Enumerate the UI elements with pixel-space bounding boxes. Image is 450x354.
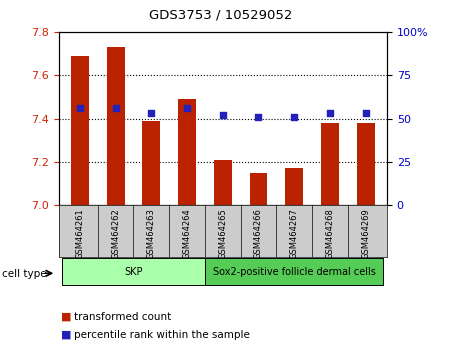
Point [219, 112, 226, 118]
Bar [178, 99, 196, 205]
Text: GSM464269: GSM464269 [361, 208, 370, 259]
Text: SKP: SKP [124, 267, 143, 277]
Text: GSM464265: GSM464265 [218, 208, 227, 259]
Bar [285, 169, 303, 205]
Text: GSM464262: GSM464262 [111, 208, 120, 259]
Bar [142, 121, 160, 205]
Point [184, 105, 191, 111]
Text: ■: ■ [61, 330, 71, 339]
Text: GSM464261: GSM464261 [76, 208, 85, 259]
Point [112, 105, 119, 111]
Text: ■: ■ [61, 312, 71, 322]
Point [362, 110, 369, 116]
Text: GSM464267: GSM464267 [290, 208, 299, 259]
Text: transformed count: transformed count [74, 312, 171, 322]
Text: GSM464264: GSM464264 [183, 208, 192, 259]
Bar [71, 56, 89, 205]
Text: GSM464268: GSM464268 [325, 208, 334, 259]
Text: percentile rank within the sample: percentile rank within the sample [74, 330, 250, 339]
Text: GSM464266: GSM464266 [254, 208, 263, 259]
Bar [250, 173, 267, 205]
Text: cell type: cell type [2, 269, 47, 279]
Point [326, 110, 333, 116]
Text: Sox2-positive follicle dermal cells: Sox2-positive follicle dermal cells [213, 267, 376, 277]
Bar [321, 123, 339, 205]
Bar [107, 47, 125, 205]
Text: GDS3753 / 10529052: GDS3753 / 10529052 [149, 9, 292, 22]
Bar [214, 160, 232, 205]
Bar [357, 123, 374, 205]
FancyBboxPatch shape [205, 258, 383, 285]
Point [148, 110, 155, 116]
Point [255, 114, 262, 120]
Point [76, 105, 84, 111]
FancyBboxPatch shape [62, 258, 205, 285]
Text: GSM464263: GSM464263 [147, 208, 156, 259]
Point [291, 114, 298, 120]
